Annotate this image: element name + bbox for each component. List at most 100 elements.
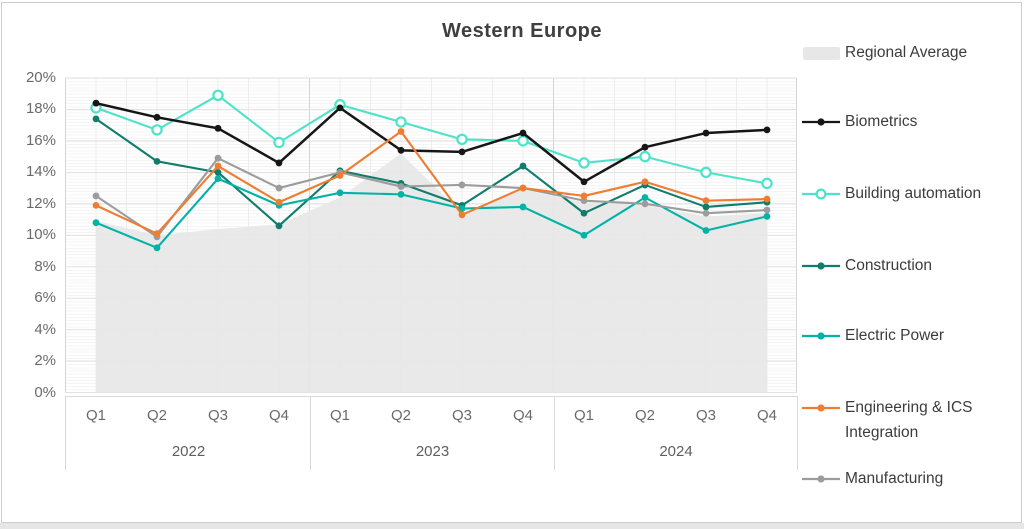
series-point-engineering-ics-integration [275,198,283,206]
series-point-engineering-ics-integration [214,162,222,170]
series-point-biometrics [214,124,222,132]
y-axis-tick-label: 18% [25,100,56,118]
x-axis-quarter-label: Q2 [634,407,655,424]
series-area-regional-average [96,153,767,393]
series-point-building-automation [700,166,712,179]
x-axis-quarter-label: Q4 [268,407,289,424]
series-point-building-automation [273,136,285,149]
series-point-engineering-ics-integration [92,201,100,209]
x-axis-quarter-label: Q1 [85,407,106,424]
series-point-building-automation [578,157,590,169]
x-axis-year-label: 2022 [171,443,206,460]
year-separator [65,396,66,470]
series-point-building-automation [212,89,224,101]
series-point-manufacturing [702,209,710,217]
series-line-biometrics [95,101,768,184]
x-axis-quarter-label: Q3 [695,407,716,424]
series-point-construction [519,162,527,170]
series-point-construction [702,203,710,211]
chart-title: Western Europe [442,20,602,42]
y-axis-tick-label: 0% [34,383,56,401]
legend-item-engineering-ics-integration: Engineering & ICS Integration [801,395,990,445]
legend-item-construction: Construction [801,253,990,279]
series-point-building-automation [395,116,407,128]
series-point-engineering-ics-integration [336,172,344,179]
series-line-building-automation [95,94,768,185]
series-point-electric-power [458,205,466,212]
legend-item-manufacturing: Manufacturing [801,466,990,492]
series-point-engineering-ics-integration [519,184,527,192]
series-point-electric-power [580,231,588,239]
y-axis-tick-label: 8% [34,257,56,275]
series-point-biometrics [397,146,405,154]
series-point-manufacturing [397,183,405,190]
series-point-biometrics [763,126,771,134]
legend-label-engineering-ics-integration: Engineering & ICS Integration [845,399,973,441]
x-axis-year-label: 2023 [415,443,450,460]
legend-label-construction: Construction [845,257,933,274]
y-axis-tick-label: 16% [25,131,56,149]
series-point-building-automation [517,135,529,147]
y-axis-tick-label: 6% [34,289,56,307]
legend-swatch-biometrics [802,118,840,126]
x-axis-line [65,396,798,397]
y-axis-tick-label: 14% [25,163,56,181]
series-point-electric-power [153,244,161,252]
series-point-biometrics [702,129,710,137]
legend-label-regional-average: Regional Average [845,44,968,61]
series-point-construction [214,168,222,176]
series-point-electric-power [214,175,222,183]
legend-label-manufacturing: Manufacturing [845,470,944,487]
series-point-biometrics [641,143,649,151]
series-point-manufacturing [763,206,771,214]
series-point-biometrics [458,148,466,156]
series-point-construction [580,209,588,217]
x-axis-quarter-label: Q1 [573,407,594,424]
series-point-manufacturing [641,200,649,208]
legend-item-electric-power: Electric Power [801,323,990,349]
series-point-biometrics [519,129,527,137]
legend-swatch-building-automation [802,188,840,200]
y-axis-tick-label: 4% [34,320,56,338]
series-point-electric-power [702,227,710,234]
series-point-electric-power [641,194,649,201]
series-point-manufacturing [458,181,466,189]
series-point-manufacturing [92,192,100,200]
series-point-electric-power [519,203,527,211]
series-point-construction [275,222,283,230]
series-point-engineering-ics-integration [153,230,161,238]
x-axis-quarter-label: Q3 [207,407,228,424]
series-point-construction [153,157,161,165]
legend-swatch-electric-power [802,332,840,340]
x-axis-quarter-label: Q2 [146,407,167,424]
x-axis-year-label: 2024 [659,443,693,460]
series-point-engineering-ics-integration [702,197,710,205]
legend-swatch-manufacturing [802,475,840,483]
legend-swatch-construction [802,262,840,270]
chart-canvas [65,77,797,393]
series-point-manufacturing [214,154,222,162]
legend-item-biometrics: Biometrics [801,109,990,135]
legend-label-electric-power: Electric Power [845,327,945,344]
x-axis-quarter-label: Q4 [756,407,777,424]
series-point-construction [92,115,100,123]
series-point-building-automation [639,150,651,163]
series-point-biometrics [92,99,100,107]
series-point-manufacturing [580,197,588,205]
series-point-biometrics [336,104,344,112]
year-separator [797,396,798,470]
x-axis-quarter-label: Q1 [329,407,350,424]
series-point-electric-power [92,219,100,227]
y-axis-tick-label: 2% [34,352,56,370]
series-point-engineering-ics-integration [397,128,405,135]
y-axis-tick-label: 12% [25,194,56,212]
series-point-engineering-ics-integration [580,192,588,200]
series-point-building-automation [151,124,163,136]
year-separator [553,396,555,470]
series-point-biometrics [580,178,588,186]
legend-label-biometrics: Biometrics [845,113,918,130]
series-point-manufacturing [275,184,283,192]
x-axis-quarter-label: Q2 [390,407,411,424]
series-line-manufacturing [95,157,768,238]
series-point-biometrics [275,159,283,167]
